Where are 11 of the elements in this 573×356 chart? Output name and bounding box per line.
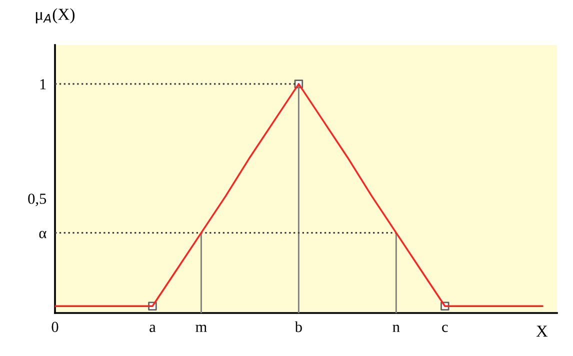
x-tick-label: 0 [52, 322, 58, 332]
x-axis-title: X [536, 326, 548, 337]
y-axis-title: μ$_{A}$(X) [36, 8, 75, 24]
x-tick-label: m [196, 324, 207, 332]
x-tick-label: a [150, 324, 156, 332]
y-tick-label: 1 [40, 79, 46, 90]
x-tick-label: b [294, 321, 302, 332]
y-tick-label: 0,5 [28, 194, 46, 206]
y-tick-label: α [39, 230, 46, 238]
x-tick-label: n [392, 324, 400, 332]
x-tick-label: c [442, 324, 448, 332]
